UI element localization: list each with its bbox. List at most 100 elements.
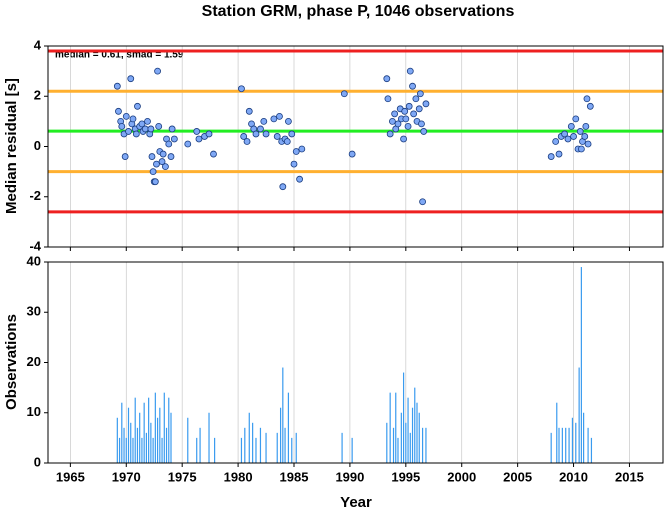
bar	[580, 267, 582, 463]
bar	[282, 367, 284, 463]
point	[279, 183, 287, 191]
point	[567, 123, 575, 130]
bar	[418, 412, 420, 463]
bar	[159, 407, 161, 463]
bar	[118, 437, 121, 463]
bar	[409, 432, 411, 463]
point	[238, 85, 245, 93]
plot-frame	[47, 45, 664, 248]
point	[410, 110, 418, 118]
point	[348, 150, 356, 158]
bar	[208, 412, 210, 463]
bar	[127, 407, 130, 463]
point	[134, 102, 141, 110]
point	[155, 123, 163, 130]
x-axis-label: Year	[340, 494, 372, 511]
bar	[259, 427, 262, 463]
bar	[165, 427, 168, 463]
point	[584, 140, 592, 148]
y-tick-label: 20	[27, 354, 41, 369]
point	[386, 130, 394, 138]
point	[422, 100, 430, 108]
point	[240, 133, 248, 140]
bar	[291, 437, 293, 463]
point	[148, 153, 156, 160]
point	[158, 158, 166, 165]
point	[132, 130, 140, 138]
bar	[132, 437, 134, 463]
y-tick-label: 10	[27, 404, 41, 419]
point	[409, 82, 416, 90]
point	[420, 128, 428, 135]
point	[115, 107, 122, 115]
bar	[240, 437, 243, 463]
bar	[196, 437, 198, 463]
point	[384, 95, 392, 103]
bar	[244, 427, 246, 463]
bar	[134, 397, 136, 463]
x-tick-label: 1965	[56, 469, 85, 484]
point	[147, 125, 155, 133]
bar	[123, 427, 125, 463]
bar	[407, 397, 409, 463]
point	[121, 153, 129, 160]
bar	[590, 437, 593, 463]
point	[419, 198, 426, 206]
annotation: median = 0.61, smad = 1.59	[55, 50, 184, 61]
bar	[139, 412, 141, 463]
point	[283, 138, 291, 145]
bar	[156, 417, 159, 463]
point	[118, 123, 126, 130]
bar	[287, 392, 290, 463]
bar	[168, 397, 170, 463]
bar	[255, 437, 257, 463]
point	[404, 123, 412, 130]
bar	[248, 412, 250, 463]
bar	[392, 427, 395, 463]
bar	[411, 407, 414, 463]
x-tick-label: 1995	[391, 469, 420, 484]
point	[290, 160, 298, 168]
point	[564, 135, 572, 143]
y-tick-label: -4	[29, 238, 41, 253]
y-axis-label: Observations	[3, 314, 20, 410]
point	[170, 135, 178, 143]
point	[576, 128, 584, 135]
point	[138, 120, 146, 128]
point	[418, 120, 425, 128]
point	[165, 140, 173, 148]
point	[129, 115, 137, 123]
point	[243, 138, 251, 145]
bar	[187, 417, 189, 463]
bar	[141, 437, 143, 463]
point	[144, 117, 151, 125]
bar	[152, 437, 154, 463]
point	[285, 117, 292, 125]
point	[583, 95, 591, 103]
point	[298, 145, 306, 153]
point	[582, 123, 590, 130]
point	[210, 150, 217, 158]
x-tick-label: 2000	[447, 469, 476, 484]
bar	[199, 427, 201, 463]
point	[394, 120, 402, 128]
bar	[386, 422, 388, 463]
bar	[575, 422, 577, 463]
y-tick-label: 0	[34, 454, 41, 469]
point	[167, 153, 175, 160]
y-axis-label: Median residual [s]	[3, 78, 20, 214]
x-tick-label: 1985	[280, 469, 309, 484]
x-tick-label: 1980	[224, 469, 253, 484]
point	[154, 67, 161, 75]
point	[401, 107, 409, 115]
bar	[116, 417, 118, 463]
bar	[405, 422, 407, 463]
bar	[395, 392, 397, 463]
bar	[397, 437, 399, 463]
point	[257, 125, 264, 133]
point	[586, 102, 594, 110]
point	[162, 163, 169, 171]
point	[153, 160, 160, 168]
x-tick-label: 2010	[559, 469, 588, 484]
y-tick-label: 30	[27, 304, 41, 319]
